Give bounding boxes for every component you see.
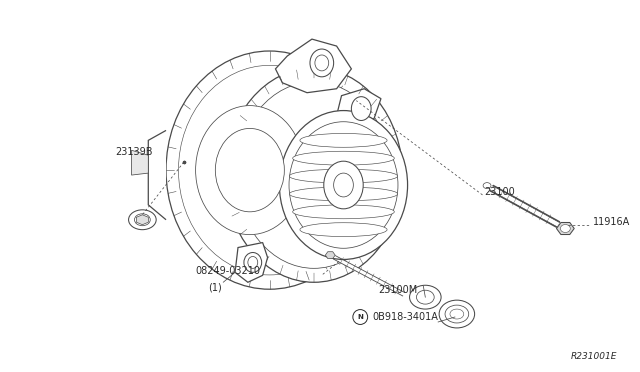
Polygon shape [325,252,335,259]
Polygon shape [136,215,148,225]
Ellipse shape [310,49,333,77]
Polygon shape [148,131,166,220]
Ellipse shape [289,169,397,183]
Ellipse shape [483,183,491,189]
Ellipse shape [237,82,391,268]
Text: 23139B: 23139B [115,147,152,157]
Polygon shape [337,89,381,125]
Ellipse shape [333,173,353,197]
Ellipse shape [289,187,397,201]
Ellipse shape [166,51,373,289]
Ellipse shape [324,161,364,209]
Ellipse shape [225,68,403,282]
Ellipse shape [292,151,394,165]
Polygon shape [235,243,268,282]
Text: 23100M: 23100M [378,285,417,295]
Ellipse shape [244,253,262,272]
Ellipse shape [300,223,387,237]
Ellipse shape [289,122,398,248]
Text: 08249-03210: 08249-03210 [196,266,260,276]
Ellipse shape [439,300,475,328]
Text: 0B918-3401A: 0B918-3401A [372,312,438,322]
Ellipse shape [561,225,570,232]
Ellipse shape [248,256,258,268]
Text: 11916A: 11916A [593,217,630,227]
Polygon shape [275,39,351,93]
Ellipse shape [215,128,284,212]
Ellipse shape [445,305,468,323]
Ellipse shape [450,309,464,319]
Text: R231001E: R231001E [571,352,618,361]
Polygon shape [556,222,574,234]
Ellipse shape [315,55,329,71]
Text: (1): (1) [209,282,222,292]
Ellipse shape [417,290,434,304]
Ellipse shape [134,214,150,226]
Text: N: N [357,314,363,320]
Ellipse shape [280,110,408,259]
Text: 23100: 23100 [484,187,515,197]
Ellipse shape [410,285,441,309]
Ellipse shape [300,134,387,147]
Ellipse shape [129,210,156,230]
Ellipse shape [292,205,394,219]
Ellipse shape [179,65,361,275]
Polygon shape [132,150,148,175]
Ellipse shape [196,106,304,235]
Ellipse shape [351,97,371,121]
